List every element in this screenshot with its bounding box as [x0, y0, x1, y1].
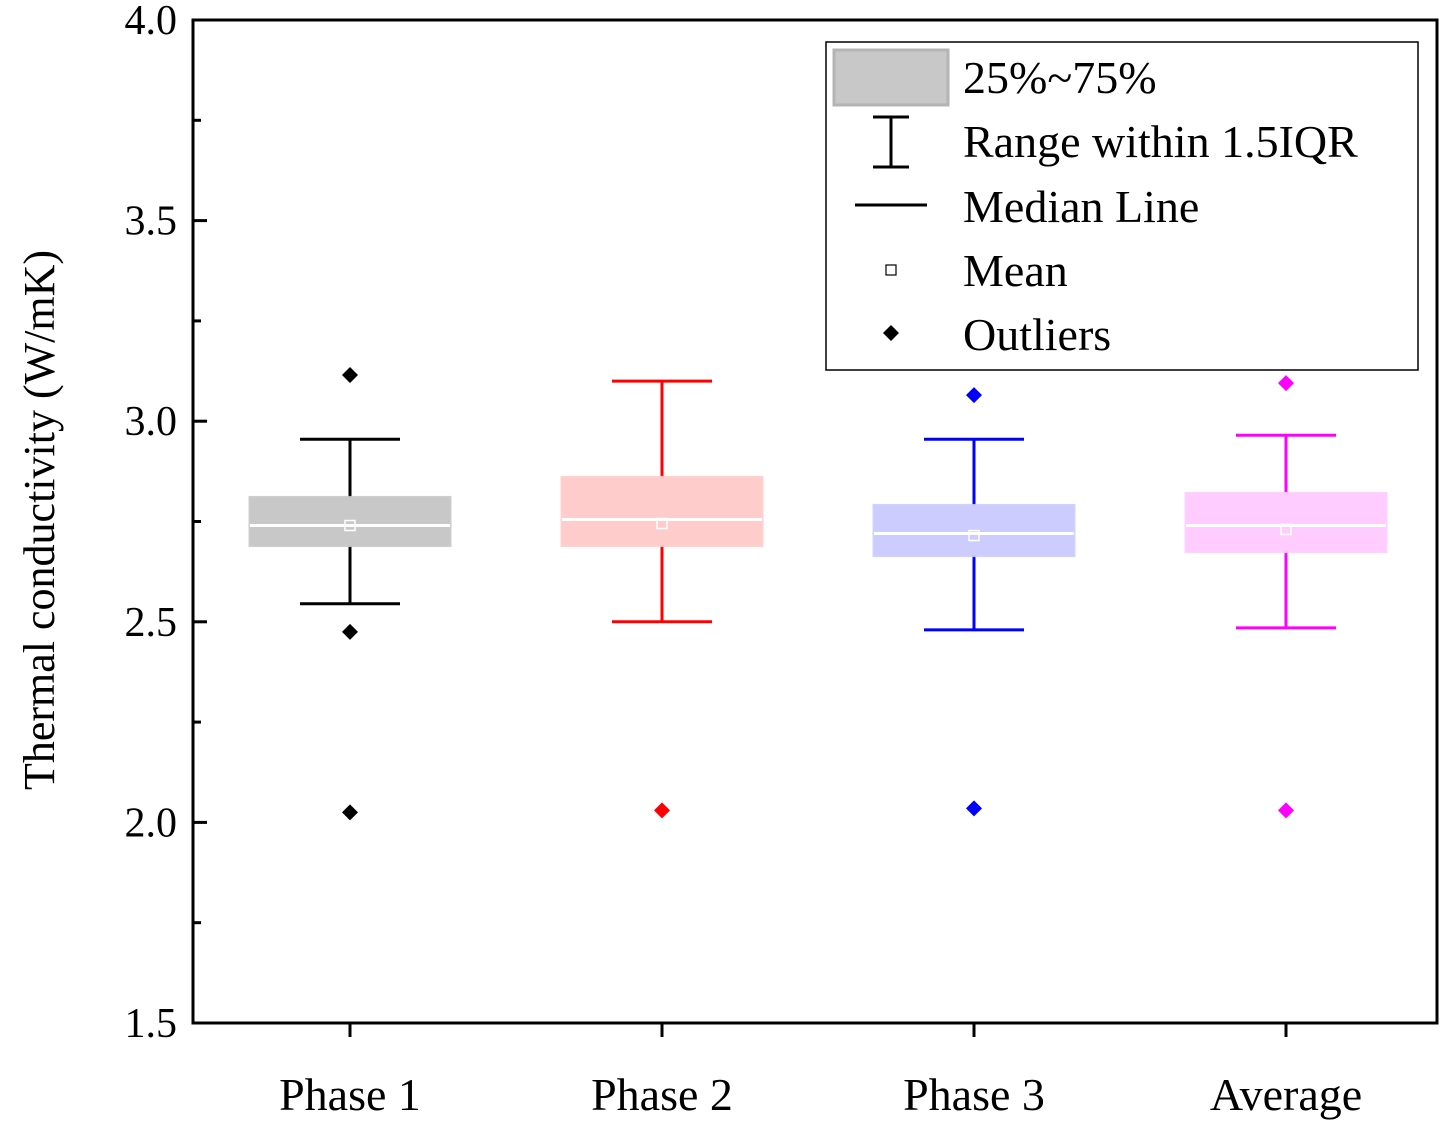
legend-label: Mean — [963, 245, 1068, 296]
plot-area — [191, 18, 1439, 1025]
legend-label: Outliers — [963, 309, 1111, 360]
legend-outlier-symbol — [883, 325, 899, 341]
outlier-point — [654, 802, 670, 819]
y-tick-label: 1.5 — [125, 1001, 178, 1047]
mean-marker — [656, 517, 668, 530]
outlier-point — [966, 800, 982, 817]
mean-marker — [968, 529, 980, 542]
mean-marker — [1280, 523, 1292, 536]
outlier-point — [1278, 375, 1294, 392]
iqr-box — [248, 495, 452, 548]
outlier-point — [342, 367, 358, 384]
y-tick-label: 2.0 — [125, 800, 178, 846]
y-tick-label: 2.5 — [125, 600, 178, 646]
legend-box-symbol — [832, 48, 950, 107]
outlier-point — [342, 623, 358, 640]
box-phase-2 — [560, 379, 764, 819]
legend: 25%~75% Range within 1.5IQR Median Line Mea… — [825, 41, 1419, 371]
legend-mean-symbol — [885, 264, 897, 276]
iqr-box — [560, 475, 764, 548]
box-average — [1184, 375, 1388, 819]
y-axis: 1.5 2.0 2.5 3.0 3.5 4.0 — [125, 0, 207, 1047]
outlier-point — [966, 387, 982, 404]
iqr-box — [1184, 491, 1388, 554]
mean-marker — [344, 519, 356, 532]
legend-label: 25%~75% — [963, 52, 1157, 103]
legend-label: Range within 1.5IQR — [963, 116, 1358, 167]
x-tick-label: Phase 1 — [279, 1069, 421, 1120]
y-axis-title: Thermal conductivity (W/mK) — [15, 250, 64, 790]
y-tick-label: 3.0 — [125, 399, 178, 445]
y-tick-label: 3.5 — [125, 199, 178, 245]
x-tick-label: Phase 3 — [903, 1069, 1045, 1120]
y-tick-label: 4.0 — [125, 0, 178, 44]
x-axis: Phase 1 Phase 2 Phase 3 Average — [279, 1023, 1362, 1120]
outlier-point — [342, 804, 358, 821]
legend-label: Median Line — [963, 181, 1199, 232]
outlier-point — [1278, 802, 1294, 819]
box-phase-3 — [872, 387, 1076, 817]
x-tick-label: Average — [1210, 1069, 1362, 1120]
x-tick-label: Phase 2 — [591, 1069, 733, 1120]
box-phase-1 — [248, 367, 452, 821]
